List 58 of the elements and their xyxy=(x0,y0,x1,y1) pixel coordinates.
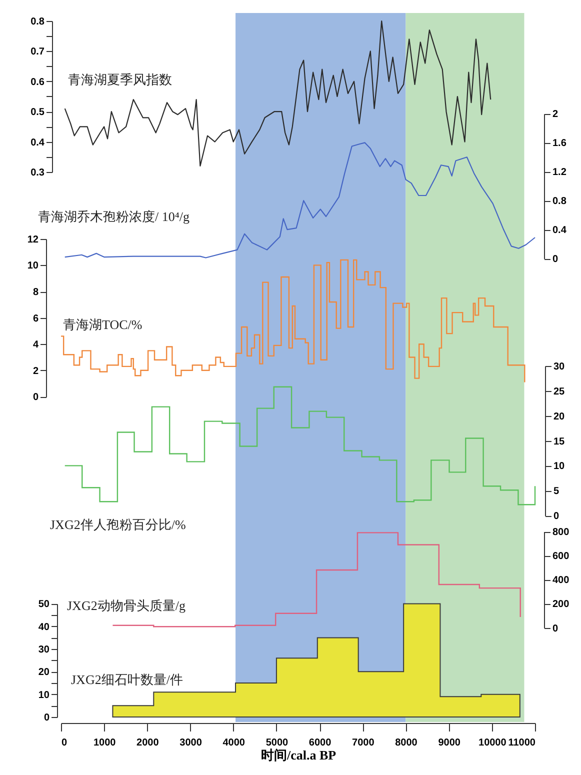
line-series xyxy=(64,142,536,258)
y-tick-label: 0.8 xyxy=(552,196,567,208)
y-tick-label: 800 xyxy=(552,527,570,538)
y-tick-label: 30 xyxy=(554,361,566,372)
y-tick-label: 600 xyxy=(552,551,570,562)
x-tick-label: 9000 xyxy=(438,738,461,748)
x-tick-label: 11000 xyxy=(508,738,536,748)
x-tick-label: 7000 xyxy=(352,738,375,748)
x-tick-label: 6000 xyxy=(308,738,332,748)
y-tick-label: 25 xyxy=(554,386,566,398)
text: 青海湖乔木孢粉浓度/ 10⁴/g xyxy=(38,209,190,224)
x-tick-label: 4000 xyxy=(222,738,246,748)
line-series xyxy=(64,20,492,167)
x-tick-label: 2000 xyxy=(136,738,160,748)
y-tick-label: 2 xyxy=(32,366,39,377)
y-tick-label: 1.2 xyxy=(552,167,567,178)
y-tick-label: 400 xyxy=(552,575,570,586)
y-tick-label: 0 xyxy=(44,712,50,724)
y-tick-label: 20 xyxy=(38,667,50,678)
y-tick-label: 0 xyxy=(554,511,560,522)
y-tick-label: 0.8 xyxy=(30,16,45,28)
y-tick-label: 10 xyxy=(27,260,39,272)
series-label: JXG2动物骨头质量/g xyxy=(67,598,186,613)
x-tick-label: 3000 xyxy=(180,738,202,748)
x-tick-label: 0 xyxy=(62,738,68,748)
y-tick-label: 200 xyxy=(552,599,570,610)
y-tick-label: 0 xyxy=(552,623,558,634)
x-tick-label: 5000 xyxy=(266,738,289,748)
y-tick-label: 30 xyxy=(38,644,50,656)
series-label: 青海湖夏季风指数 xyxy=(68,72,172,87)
y-tick-label: 12 xyxy=(27,234,39,246)
series-label: JXG2细石叶数量/件 xyxy=(71,672,183,687)
series-label: JXG2伴人孢粉百分比/% xyxy=(50,517,186,532)
y-tick-label: 6 xyxy=(32,313,39,324)
y-tick-label: 0 xyxy=(552,254,558,265)
y-tick-label: 0.3 xyxy=(30,168,45,178)
y-tick-label: 5 xyxy=(554,486,560,498)
y-tick-label: 20 xyxy=(554,411,566,422)
y-tick-label: 0.4 xyxy=(552,225,567,236)
y-tick-label: 2 xyxy=(552,109,558,120)
x-tick-label: 8000 xyxy=(395,738,418,748)
y-tick-label: 8 xyxy=(32,287,39,298)
y-tick-label: 40 xyxy=(38,622,50,633)
y-tick-label: 4 xyxy=(32,340,39,351)
x-axis-title: 时间/cal.a BP xyxy=(260,748,336,762)
y-tick-label: 1.6 xyxy=(552,138,567,150)
y-tick-label: 0.5 xyxy=(30,107,45,118)
y-tick-label: 0.6 xyxy=(30,76,45,88)
x-tick-label: 10000 xyxy=(478,738,507,748)
y-tick-label: 0.7 xyxy=(30,46,45,58)
y-tick-label: 50 xyxy=(38,599,50,610)
series-label: 青海湖TOC/% xyxy=(63,317,142,332)
x-tick-label: 1000 xyxy=(93,738,116,748)
y-tick-label: 0 xyxy=(32,392,39,404)
y-tick-label: 10 xyxy=(38,690,50,701)
y-tick-label: 0.4 xyxy=(30,137,45,148)
y-tick-label: 15 xyxy=(554,436,566,448)
y-tick-label: 10 xyxy=(554,461,566,472)
